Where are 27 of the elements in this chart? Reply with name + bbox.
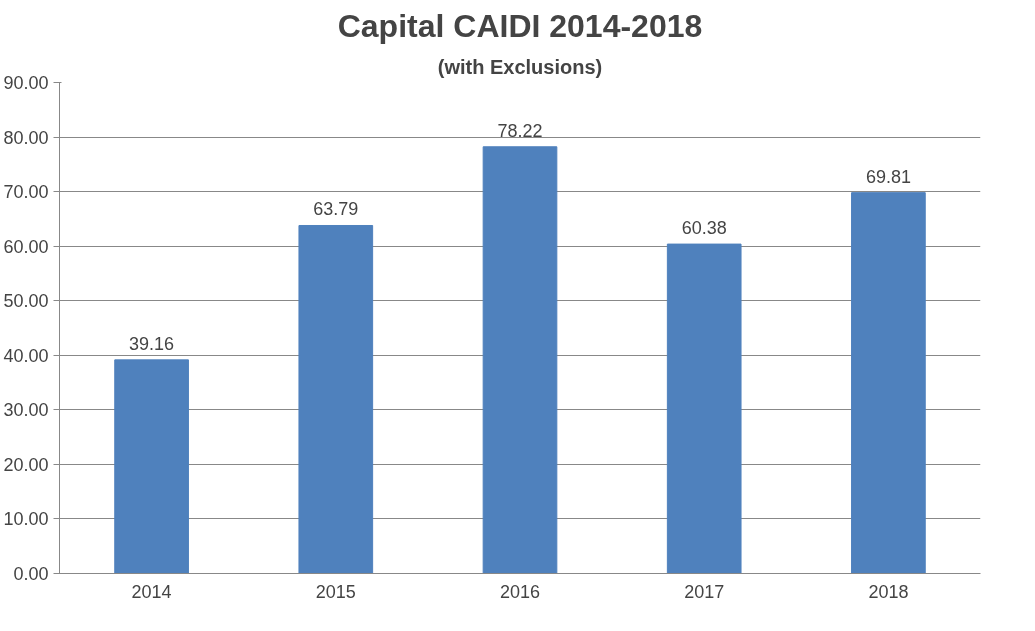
x-tick-label: 2018	[868, 581, 909, 602]
y-tick-label: 60.00	[3, 236, 49, 257]
x-tick-label: 2015	[315, 581, 356, 602]
x-tick-label: 2014	[131, 581, 172, 602]
data-label: 69.81	[865, 166, 911, 187]
y-tick-label: 10.00	[3, 509, 49, 530]
chart-title: Capital CAIDI 2014-2018	[337, 7, 703, 44]
data-label: 78.22	[497, 120, 543, 141]
data-label: 60.38	[681, 218, 727, 239]
bar	[298, 224, 374, 574]
x-tick-label: 2017	[684, 581, 725, 602]
bar	[482, 146, 558, 574]
y-tick-label: 90.00	[3, 73, 49, 93]
y-tick-label: 40.00	[3, 345, 49, 366]
x-tick-label: 2016	[499, 581, 541, 602]
y-tick-label: 20.00	[3, 454, 49, 475]
data-label: 39.16	[129, 333, 175, 354]
y-tick-label: 50.00	[3, 291, 49, 312]
y-tick-label: 0.00	[13, 564, 49, 584]
y-tick-label: 70.00	[3, 182, 49, 203]
bar	[851, 192, 926, 574]
y-tick-label: 80.00	[3, 127, 49, 148]
bar	[114, 359, 189, 574]
chart-subtitle: (with Exclusions)	[437, 55, 603, 78]
y-tick-label: 30.00	[3, 400, 49, 421]
bar	[666, 243, 742, 574]
data-label: 63.79	[313, 199, 359, 220]
